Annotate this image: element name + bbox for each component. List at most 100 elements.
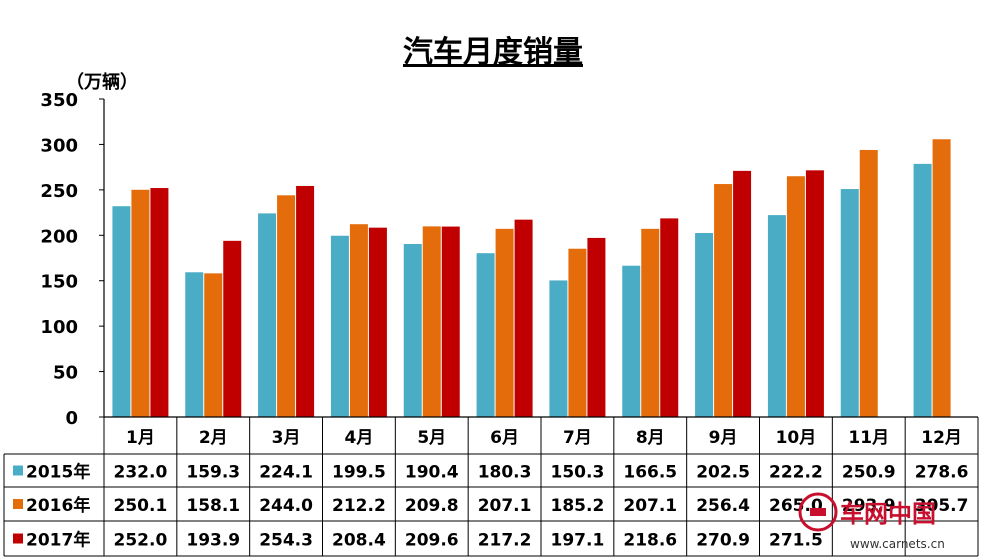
bar-2017年-4月 — [368, 227, 387, 417]
data-cell: 185.2 — [551, 496, 605, 516]
bar-2017年-6月 — [514, 219, 533, 417]
bar-2016年-6月 — [495, 228, 514, 417]
data-cell: 293.9 — [842, 496, 896, 516]
bar-2015年-11月 — [840, 189, 859, 417]
y-axis-ticks: 0 50 100 150 200 250 300 350 — [40, 90, 104, 429]
y-tick-label: 250 — [40, 181, 78, 202]
data-cell: 217.2 — [478, 531, 532, 551]
data-cell: 199.5 — [332, 463, 386, 483]
bar-2015年-2月 — [185, 272, 204, 417]
bar-2017年-3月 — [296, 185, 315, 417]
category-label: 3月 — [272, 428, 301, 448]
legend-label: 2017年 — [26, 530, 90, 551]
legend-swatch — [13, 465, 23, 476]
data-cell: 250.1 — [114, 496, 168, 516]
data-cell: 166.5 — [623, 463, 677, 483]
bar-2016年-11月 — [859, 149, 878, 417]
bar-2015年-5月 — [403, 244, 422, 417]
data-cell: 202.5 — [696, 463, 750, 483]
watermark-car-icon — [810, 508, 826, 516]
data-cell: 224.1 — [259, 463, 313, 483]
category-label: 2月 — [199, 428, 228, 448]
y-tick-label: 300 — [40, 135, 78, 156]
legend-label: 2015年 — [26, 462, 90, 483]
category-label: 4月 — [344, 428, 373, 448]
y-tick-label: 50 — [53, 363, 78, 384]
bar-2016年-2月 — [204, 273, 223, 417]
category-label: 1月 — [126, 428, 155, 448]
data-cell: 158.1 — [186, 496, 240, 516]
data-cell: 270.9 — [696, 531, 750, 551]
bar-2015年-12月 — [913, 163, 932, 417]
watermark-url: www.carnets.cn — [850, 537, 945, 551]
y-tick-label: 350 — [40, 90, 78, 111]
bar-2017年-1月 — [150, 188, 169, 417]
y-tick-label: 200 — [40, 226, 78, 247]
data-cell: 209.8 — [405, 496, 459, 516]
bar-2016年-12月 — [932, 139, 951, 418]
data-cell: 256.4 — [696, 496, 750, 516]
data-cell: 150.3 — [551, 463, 605, 483]
bar-2015年-7月 — [549, 280, 568, 417]
y-axis-unit: （万辆） — [66, 71, 138, 93]
data-cell: 265.0 — [769, 496, 823, 516]
bar-2016年-7月 — [568, 248, 587, 417]
bar-2016年-8月 — [641, 228, 660, 417]
data-cell: 207.1 — [478, 496, 532, 516]
bar-2016年-10月 — [786, 176, 805, 417]
bar-2016年-4月 — [349, 224, 368, 417]
bar-2017年-5月 — [441, 226, 460, 417]
data-cell: 278.6 — [915, 463, 969, 483]
chart-title: 汽车月度销量 — [403, 35, 583, 70]
data-cell: 197.1 — [551, 531, 605, 551]
bar-2015年-9月 — [695, 233, 714, 417]
bar-2015年-1月 — [112, 206, 131, 417]
bar-2015年-10月 — [767, 215, 786, 417]
data-cell: 193.9 — [186, 531, 240, 551]
data-cell: 207.1 — [623, 496, 677, 516]
watermark: 车网中国 www.carnets.cn — [798, 492, 945, 551]
data-cell: 180.3 — [478, 463, 532, 483]
bars — [112, 139, 951, 418]
legend-label: 2016年 — [26, 495, 90, 516]
data-cell: 252.0 — [114, 531, 168, 551]
category-label: 7月 — [563, 428, 592, 448]
data-cell: 271.5 — [769, 531, 823, 551]
category-label: 5月 — [417, 428, 446, 448]
category-label: 6月 — [490, 428, 519, 448]
data-cell: 190.4 — [405, 463, 459, 483]
bar-2016年-1月 — [131, 189, 150, 417]
bar-2015年-8月 — [622, 265, 641, 417]
bar-2017年-10月 — [805, 170, 824, 417]
bar-2015年-6月 — [476, 253, 495, 417]
legend-swatch — [13, 499, 23, 509]
category-label: 9月 — [709, 428, 738, 448]
bar-2017年-2月 — [223, 240, 242, 417]
data-cell: 232.0 — [114, 463, 168, 483]
data-cell: 250.9 — [842, 463, 896, 483]
legend-swatch — [13, 533, 23, 544]
category-label: 10月 — [776, 428, 817, 448]
data-cell: 209.6 — [405, 531, 459, 551]
y-tick-label: 0 — [65, 408, 78, 429]
bar-2015年-4月 — [330, 235, 349, 417]
bar-2015年-3月 — [258, 213, 277, 417]
y-tick-label: 100 — [40, 317, 78, 338]
data-cell: 244.0 — [259, 496, 313, 516]
data-cell: 305.7 — [915, 496, 969, 516]
category-label: 8月 — [636, 428, 665, 448]
watermark-text: 车网中国 — [840, 500, 936, 528]
data-cell: 218.6 — [623, 531, 677, 551]
bar-2016年-9月 — [714, 184, 733, 417]
data-cell: 254.3 — [259, 531, 313, 551]
bar-2017年-9月 — [733, 170, 752, 417]
y-tick-label: 150 — [40, 272, 78, 293]
bar-2017年-8月 — [660, 218, 679, 417]
data-cell: 212.2 — [332, 496, 386, 516]
watermark-logo-icon — [798, 492, 838, 532]
bar-2016年-3月 — [277, 195, 296, 417]
data-cell: 208.4 — [332, 531, 386, 551]
category-label: 12月 — [921, 428, 962, 448]
category-label: 11月 — [848, 428, 889, 448]
bar-2016年-5月 — [422, 226, 441, 417]
